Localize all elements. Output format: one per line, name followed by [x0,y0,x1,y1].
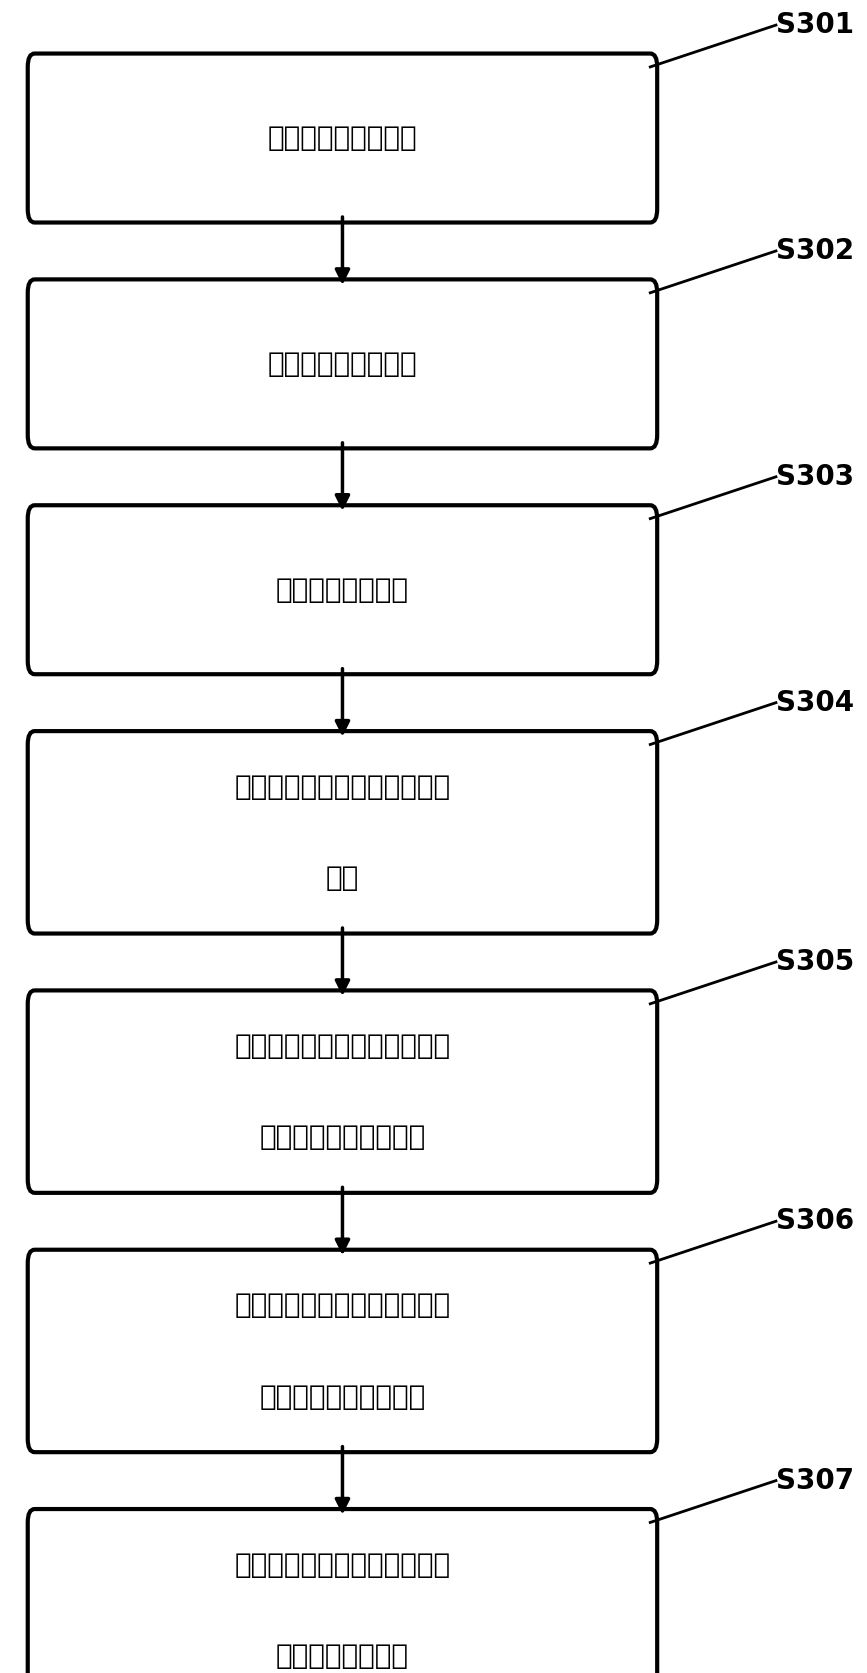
FancyBboxPatch shape [28,990,657,1193]
Text: 用药指导（优选）: 用药指导（优选） [276,1641,409,1670]
Text: S302: S302 [776,238,854,264]
Text: 生物标志物状态确认: 生物标志物状态确认 [268,124,417,152]
Text: 抑制剂治疗的用药指导: 抑制剂治疗的用药指导 [259,1382,426,1410]
Text: 单个生物标志物对免疫检查点: 单个生物标志物对免疫检查点 [234,1292,451,1320]
FancyBboxPatch shape [28,505,657,674]
FancyBboxPatch shape [28,1250,657,1452]
Text: S303: S303 [776,463,854,490]
FancyBboxPatch shape [28,54,657,223]
Text: 筛选: 筛选 [326,863,359,892]
Text: 生物标志物及状态对免疫检查: 生物标志物及状态对免疫检查 [234,1032,451,1061]
Text: S305: S305 [776,949,854,975]
Text: S306: S306 [776,1208,854,1235]
Text: 单个生物标志物相关临床证据: 单个生物标志物相关临床证据 [234,773,451,801]
FancyBboxPatch shape [28,279,657,448]
FancyBboxPatch shape [28,731,657,934]
FancyBboxPatch shape [28,1509,657,1673]
Text: 生物标志物信息适配: 生物标志物信息适配 [268,350,417,378]
Text: S301: S301 [776,12,854,38]
Text: S304: S304 [776,689,854,716]
Text: 肿瘾类型信息适配: 肿瘾类型信息适配 [276,576,409,604]
Text: S307: S307 [776,1467,854,1494]
Text: 免疫检查点抑制剂治疗的综合: 免疫检查点抑制剂治疗的综合 [234,1551,451,1579]
Text: 点抑制剂疗效影响判断: 点抑制剂疗效影响判断 [259,1123,426,1151]
